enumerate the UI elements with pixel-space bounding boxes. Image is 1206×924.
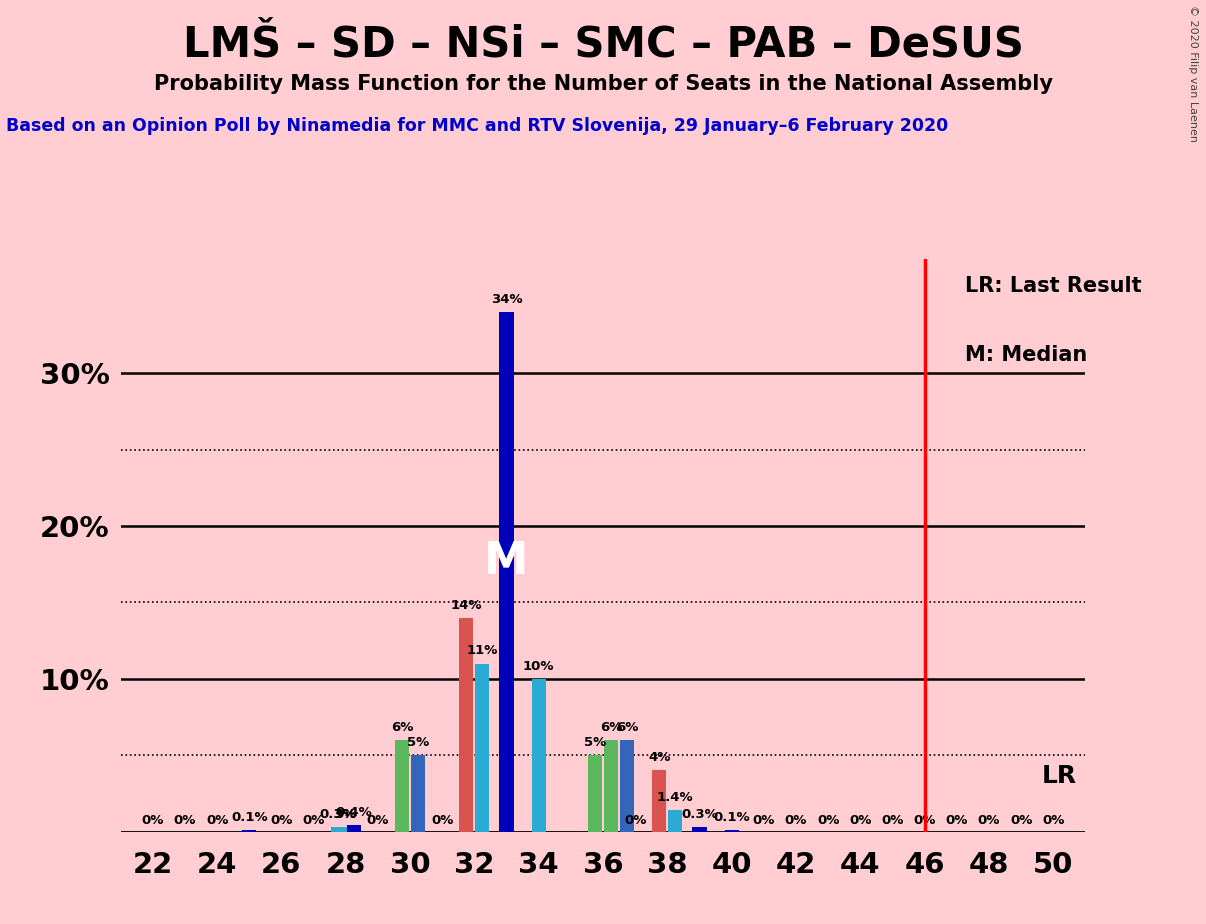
Text: Based on an Opinion Poll by Ninamedia for MMC and RTV Slovenija, 29 January–6 Fe: Based on an Opinion Poll by Ninamedia fo…	[6, 117, 948, 135]
Text: M: M	[485, 540, 528, 583]
Text: 0.1%: 0.1%	[713, 811, 750, 824]
Text: 0%: 0%	[882, 814, 903, 827]
Text: 11%: 11%	[467, 644, 498, 658]
Text: 5%: 5%	[584, 736, 607, 749]
Text: 14%: 14%	[451, 599, 482, 612]
Text: 3%: 3%	[334, 808, 357, 821]
Bar	[532, 679, 546, 832]
Text: 34%: 34%	[491, 293, 522, 306]
Text: 0%: 0%	[270, 814, 293, 827]
Text: 0%: 0%	[141, 814, 164, 827]
Text: 0%: 0%	[206, 814, 228, 827]
Text: 6%: 6%	[599, 721, 622, 734]
Text: 0%: 0%	[785, 814, 807, 827]
Bar	[330, 827, 345, 832]
Text: 0.3%: 0.3%	[320, 808, 356, 821]
Bar	[692, 827, 707, 832]
Text: 0%: 0%	[367, 814, 390, 827]
Text: LR: LR	[1042, 764, 1077, 788]
Text: 10%: 10%	[523, 660, 555, 673]
Text: Probability Mass Function for the Number of Seats in the National Assembly: Probability Mass Function for the Number…	[153, 74, 1053, 94]
Bar	[725, 830, 739, 832]
Text: LR: Last Result: LR: Last Result	[965, 276, 1141, 296]
Bar	[668, 810, 683, 832]
Text: 1.4%: 1.4%	[657, 791, 693, 804]
Text: 0%: 0%	[624, 814, 646, 827]
Text: M: Median: M: Median	[965, 345, 1087, 365]
Text: 0%: 0%	[753, 814, 775, 827]
Bar	[499, 312, 514, 832]
Text: 6%: 6%	[616, 721, 638, 734]
Bar	[339, 827, 353, 832]
Text: 0%: 0%	[849, 814, 872, 827]
Text: © 2020 Filip van Laenen: © 2020 Filip van Laenen	[1188, 5, 1198, 141]
Text: 0%: 0%	[431, 814, 453, 827]
Bar	[620, 740, 634, 832]
Text: 0%: 0%	[174, 814, 197, 827]
Text: 0.4%: 0.4%	[335, 807, 373, 820]
Text: 6%: 6%	[391, 721, 414, 734]
Text: 0%: 0%	[946, 814, 968, 827]
Text: 0%: 0%	[913, 814, 936, 827]
Bar	[652, 771, 667, 832]
Text: 4%: 4%	[648, 751, 671, 764]
Text: 5%: 5%	[406, 736, 429, 749]
Text: 0%: 0%	[978, 814, 1000, 827]
Text: 0%: 0%	[1042, 814, 1065, 827]
Bar	[394, 740, 409, 832]
Bar	[587, 755, 602, 832]
Bar	[411, 755, 426, 832]
Text: 0.3%: 0.3%	[681, 808, 718, 821]
Bar	[604, 740, 619, 832]
Bar	[475, 663, 490, 832]
Text: LMŠ – SD – NSi – SMC – PAB – DeSUS: LMŠ – SD – NSi – SMC – PAB – DeSUS	[182, 23, 1024, 65]
Bar	[459, 618, 474, 832]
Bar	[242, 830, 257, 832]
Text: 0%: 0%	[303, 814, 324, 827]
Text: 0.1%: 0.1%	[230, 811, 268, 824]
Bar	[346, 825, 361, 832]
Text: 0%: 0%	[1009, 814, 1032, 827]
Text: 0%: 0%	[816, 814, 839, 827]
